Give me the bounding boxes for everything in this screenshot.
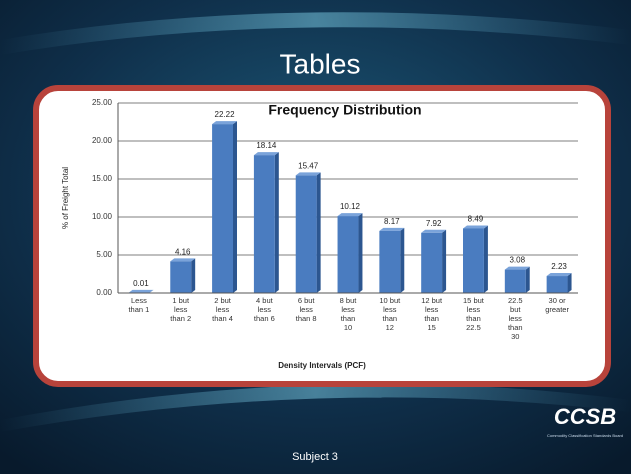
x-tick-label: Less than 1: [128, 296, 149, 314]
bar: [337, 216, 359, 293]
bar: [546, 276, 568, 293]
bar-side: [358, 213, 363, 293]
bar: [379, 230, 401, 293]
bar-side: [525, 266, 530, 293]
bar-top: [295, 172, 321, 176]
bar-side: [442, 229, 447, 293]
bar-side: [274, 152, 279, 293]
y-tick-label: 10.00: [92, 212, 113, 221]
bar-top: [253, 152, 279, 156]
footer: Subject 3: [292, 451, 338, 463]
bar: [253, 155, 275, 293]
swoosh: [0, 384, 631, 432]
x-tick-label: 15 but less than 22.5: [463, 296, 485, 332]
x-tick-label: 30 or greater: [545, 296, 569, 314]
chart-title: Frequency Distribution: [268, 102, 421, 118]
x-tick-label: 8 but less than 10: [340, 296, 358, 332]
chart-frame: [33, 85, 611, 387]
x-tick-label: 1 but less than 2: [170, 296, 191, 323]
bar-top: [546, 273, 572, 277]
bar: [295, 175, 317, 293]
x-tick-label: 22.5 but less than 30: [508, 296, 523, 341]
bar: [170, 261, 192, 293]
bar-top: [128, 289, 154, 293]
bar-top: [421, 229, 447, 233]
value-label: 4.16: [175, 247, 191, 256]
bar-side: [316, 172, 321, 293]
bar-side: [400, 227, 405, 293]
value-label: 10.12: [340, 202, 361, 211]
bar-side: [233, 121, 237, 294]
bar: [504, 269, 526, 293]
value-label: 7.92: [426, 219, 442, 228]
y-tick-label: 20.00: [92, 136, 113, 145]
value-label: 8.49: [468, 215, 484, 224]
slide-title: Tables: [280, 48, 361, 79]
bar-top: [170, 258, 196, 262]
x-tick-label: 2 but less than 4: [212, 296, 233, 323]
x-tick-label: 6 but less than 8: [296, 296, 317, 323]
logo: CCSB: [554, 404, 616, 429]
value-label: 15.47: [298, 162, 319, 171]
bar-top: [212, 121, 237, 125]
bar: [212, 124, 233, 294]
swoosh: [0, 12, 631, 56]
y-tick-label: 5.00: [96, 250, 112, 259]
bar-side: [191, 258, 196, 293]
value-label: 0.01: [133, 279, 149, 288]
y-tick-label: 0.00: [96, 288, 112, 297]
bar: [463, 228, 484, 293]
bar: [421, 232, 443, 293]
bar-side: [483, 225, 488, 293]
chart: Frequency Distribution Density Intervals…: [61, 98, 578, 370]
logo-tagline: Commodity Classification Standards Board: [547, 433, 623, 438]
x-tick-label: 12 but less than 15: [421, 296, 443, 332]
x-tick-label: 10 but less than 12: [379, 296, 401, 332]
bar-top: [337, 213, 363, 217]
x-tick-label: 4 but less than 6: [254, 296, 275, 323]
bar-side: [567, 273, 572, 293]
value-label: 8.17: [384, 217, 400, 226]
value-label: 22.22: [215, 110, 236, 119]
value-label: 2.23: [551, 262, 567, 271]
y-tick-label: 25.00: [92, 98, 113, 107]
y-tick-label: 15.00: [92, 174, 113, 183]
bar-top: [379, 227, 405, 231]
bar-side: [149, 289, 154, 293]
bar-top: [463, 225, 488, 229]
value-label: 18.14: [256, 141, 277, 150]
x-axis-label: Density Intervals (PCF): [278, 361, 366, 370]
value-label: 3.08: [509, 256, 525, 265]
y-axis-label: % of Freight Total: [61, 167, 70, 229]
bar-top: [504, 266, 530, 270]
